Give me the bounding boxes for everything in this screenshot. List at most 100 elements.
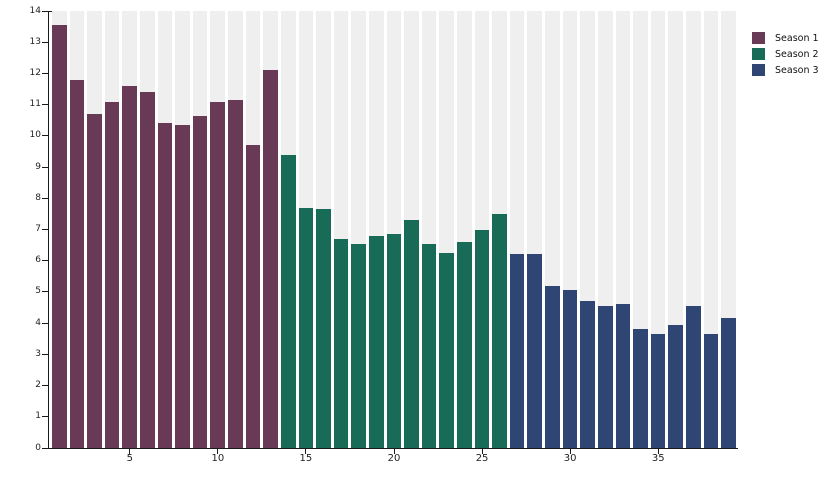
legend-swatch bbox=[752, 64, 765, 76]
bar-season2-ep23 bbox=[439, 252, 455, 448]
bar-season1-ep1 bbox=[52, 25, 67, 448]
bar-season3-ep35 bbox=[650, 334, 666, 448]
y-tick-label: 0 bbox=[35, 442, 41, 453]
bar-column bbox=[175, 11, 190, 448]
bar-column bbox=[474, 11, 490, 448]
x-tick-label: 20 bbox=[387, 453, 401, 464]
bar-column bbox=[421, 11, 437, 448]
bar-column bbox=[597, 11, 613, 448]
bar-column bbox=[157, 11, 173, 448]
bar-column bbox=[333, 11, 349, 448]
y-tick-label: 11 bbox=[29, 99, 41, 110]
bar-column bbox=[703, 11, 719, 448]
bar-column bbox=[404, 11, 419, 448]
bar-season3-ep37 bbox=[685, 305, 701, 448]
y-tick-label: 8 bbox=[35, 192, 41, 203]
y-tick-label: 14 bbox=[29, 5, 41, 16]
y-tick-label: 7 bbox=[35, 224, 41, 234]
bar-column bbox=[316, 11, 331, 448]
bar-season1-ep5 bbox=[122, 85, 138, 448]
bar-column bbox=[509, 11, 525, 448]
bar-column bbox=[69, 11, 85, 448]
x-tick bbox=[569, 449, 571, 454]
legend-item: Season 2 bbox=[752, 46, 819, 62]
bar-column bbox=[368, 11, 384, 448]
legend-swatch bbox=[752, 32, 765, 44]
y-tick bbox=[42, 104, 48, 106]
x-tick bbox=[393, 449, 395, 454]
bar-column bbox=[228, 11, 243, 448]
bar-season2-ep19 bbox=[368, 235, 384, 448]
bar-season3-ep30 bbox=[562, 290, 578, 448]
y-tick bbox=[42, 291, 48, 293]
y-tick bbox=[42, 41, 48, 43]
bar-column bbox=[527, 11, 543, 448]
bar-column bbox=[351, 11, 366, 448]
y-tick-label: 6 bbox=[35, 255, 41, 266]
legend-label: Season 1 bbox=[775, 32, 819, 44]
bar-season3-ep28 bbox=[527, 254, 543, 448]
y-tick-label: 1 bbox=[35, 411, 41, 422]
bar-season3-ep32 bbox=[597, 305, 613, 448]
bar-column bbox=[439, 11, 455, 448]
y-tick bbox=[42, 135, 48, 137]
x-tick bbox=[657, 449, 659, 454]
plot-area: 0 1 2 3 4 5 6 7 8 9 10 11 12 13 14 5 10 15 20 25 30 35 bbox=[30, 6, 738, 464]
bar-column bbox=[685, 11, 701, 448]
bar-season3-ep29 bbox=[545, 285, 560, 448]
bar-season2-ep24 bbox=[457, 242, 472, 448]
y-tick bbox=[42, 166, 48, 168]
bar-season2-ep25 bbox=[474, 229, 490, 448]
bar-season3-ep39 bbox=[721, 318, 736, 448]
x-tick bbox=[217, 449, 219, 454]
bar-season2-ep21 bbox=[404, 220, 419, 448]
bar-season1-ep8 bbox=[175, 124, 190, 448]
bar-season1-ep13 bbox=[263, 70, 278, 448]
y-tick bbox=[42, 322, 48, 324]
x-tick-label: 30 bbox=[563, 453, 577, 464]
bar-column bbox=[280, 11, 296, 448]
x-tick bbox=[129, 449, 131, 454]
y-tick bbox=[42, 72, 48, 74]
bar-column bbox=[615, 11, 631, 448]
bar-season3-ep38 bbox=[703, 334, 719, 448]
bar-season1-ep11 bbox=[228, 99, 243, 448]
bar-season1-ep6 bbox=[140, 92, 155, 448]
bar-column bbox=[721, 11, 736, 448]
bar-column bbox=[104, 11, 120, 448]
bar-season3-ep27 bbox=[509, 254, 525, 448]
bar-column bbox=[562, 11, 578, 448]
y-tick-label: 10 bbox=[29, 130, 41, 141]
y-tick bbox=[42, 447, 48, 449]
x-tick bbox=[481, 449, 483, 454]
bar-column bbox=[245, 11, 261, 448]
y-tick bbox=[42, 260, 48, 262]
y-tick bbox=[42, 353, 48, 355]
bar-season2-ep22 bbox=[421, 243, 437, 448]
legend-item: Season 1 bbox=[752, 30, 819, 46]
bar-season1-ep7 bbox=[157, 123, 173, 448]
bar-season2-ep14 bbox=[280, 154, 296, 448]
bar-column bbox=[263, 11, 278, 448]
bar-season2-ep15 bbox=[298, 207, 314, 448]
y-tick-label: 13 bbox=[29, 36, 41, 47]
bar-season3-ep36 bbox=[668, 324, 683, 448]
y-tick bbox=[42, 416, 48, 418]
bar-column bbox=[210, 11, 226, 448]
bar-column bbox=[192, 11, 208, 448]
bar-season2-ep18 bbox=[351, 243, 366, 448]
bar-season3-ep31 bbox=[580, 301, 595, 448]
bar-season1-ep4 bbox=[104, 101, 120, 448]
bar-column bbox=[633, 11, 648, 448]
y-tick-label: 4 bbox=[35, 317, 41, 328]
bar-column bbox=[668, 11, 683, 448]
bar-season3-ep34 bbox=[633, 329, 648, 448]
bar-season2-ep17 bbox=[333, 238, 349, 448]
y-tick-label: 3 bbox=[35, 348, 41, 359]
legend-label: Season 2 bbox=[775, 48, 819, 60]
y-tick-label: 12 bbox=[29, 67, 41, 78]
x-tick-label: 35 bbox=[651, 453, 665, 464]
y-tick-label: 9 bbox=[35, 161, 41, 172]
legend-item: Season 3 bbox=[752, 62, 819, 78]
